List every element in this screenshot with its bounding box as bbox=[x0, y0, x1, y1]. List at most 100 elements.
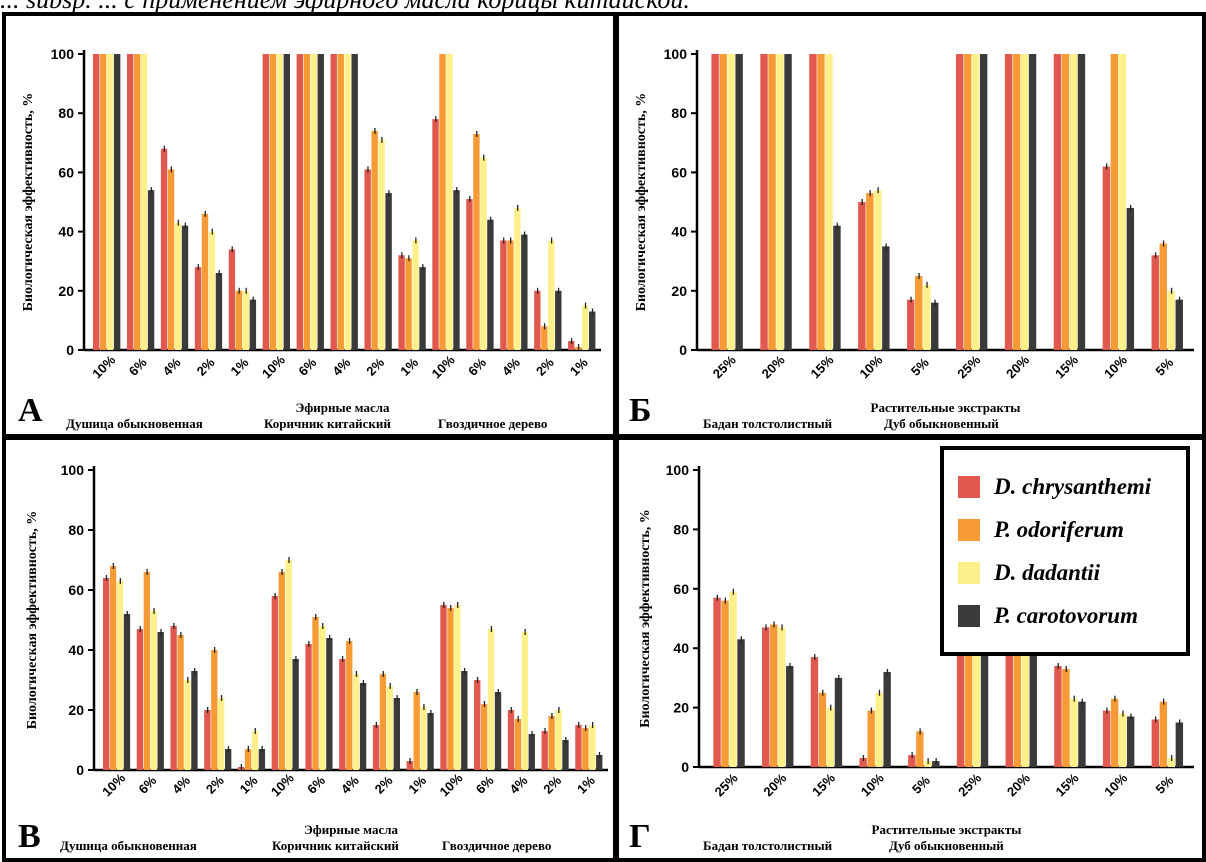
bar-pcarotovorum bbox=[453, 190, 460, 350]
bar-pcarotovorum bbox=[283, 54, 290, 350]
bar-dchrysanthemi bbox=[568, 341, 575, 350]
panel-letter-v: В bbox=[18, 818, 41, 855]
y-axis-label: Биологическая эффективность, % bbox=[25, 511, 40, 730]
bar-podoriferum bbox=[99, 54, 107, 350]
x-tick-label: 5% bbox=[908, 355, 932, 379]
bar-pcarotovorum bbox=[147, 190, 155, 350]
bar-ddadantii bbox=[874, 190, 882, 350]
bar-dchrysanthemi bbox=[103, 578, 110, 770]
bar-podoriferum bbox=[413, 692, 420, 770]
x-tick-label: 6% bbox=[473, 773, 497, 797]
bar-pcarotovorum bbox=[181, 225, 189, 350]
x-tick-label: 4% bbox=[507, 773, 531, 797]
bar-podoriferum bbox=[481, 704, 488, 770]
bar-ddadantii bbox=[242, 290, 250, 350]
x-tick-label: 15% bbox=[808, 352, 837, 381]
x-tick-label: 5% bbox=[909, 773, 933, 797]
x-tick-label: 10% bbox=[437, 770, 466, 799]
bar-pcarotovorum bbox=[123, 614, 131, 770]
bar-ddadantii bbox=[776, 54, 784, 350]
bar-pcarotovorum bbox=[1175, 722, 1184, 767]
y-tick-label: 60 bbox=[673, 581, 689, 597]
bar-pcarotovorum bbox=[1175, 299, 1183, 350]
bar-ddadantii bbox=[589, 725, 596, 770]
bar-podoriferum bbox=[109, 566, 117, 770]
x-tick-label: 1% bbox=[397, 355, 421, 379]
x-tick-label: 6% bbox=[465, 355, 489, 379]
bar-ddadantii bbox=[184, 680, 191, 770]
bar-pcarotovorum bbox=[258, 749, 266, 770]
bar-ddadantii bbox=[319, 626, 326, 770]
bar-ddadantii bbox=[729, 591, 737, 767]
group-label: Бадан толстолистный bbox=[703, 416, 833, 431]
bar-dchrysanthemi bbox=[507, 710, 515, 770]
y-axis-label: Биологическая эффективность, % bbox=[634, 93, 649, 312]
bar-ddadantii bbox=[106, 54, 114, 350]
y-tick-label: 80 bbox=[671, 105, 687, 121]
x-tick-label: 2% bbox=[533, 355, 557, 379]
y-tick-label: 40 bbox=[68, 642, 84, 658]
y-tick-label: 40 bbox=[58, 224, 74, 240]
bar-ddadantii bbox=[446, 54, 453, 350]
bar-dchrysanthemi bbox=[1054, 666, 1062, 767]
x-tick-label: 2% bbox=[203, 773, 227, 797]
bar-dchrysanthemi bbox=[432, 119, 439, 351]
x-tick-label: 10% bbox=[89, 352, 118, 381]
bar-pcarotovorum bbox=[225, 749, 232, 770]
bar-podoriferum bbox=[143, 572, 150, 770]
bar-pcarotovorum bbox=[249, 299, 257, 350]
bar-dchrysanthemi bbox=[339, 659, 346, 770]
bar-ddadantii bbox=[972, 579, 981, 767]
bar-pcarotovorum bbox=[834, 677, 843, 767]
bar-podoriferum bbox=[167, 169, 175, 350]
bar-dchrysanthemi bbox=[534, 290, 541, 350]
bar-dchrysanthemi bbox=[398, 255, 405, 350]
x-tick-label: 5% bbox=[1152, 355, 1176, 379]
figure-frame: 0 20 40 60 80 100 Биологическая эффективность,… bbox=[2, 12, 1206, 862]
bar-podoriferum bbox=[1062, 668, 1070, 767]
bar-dchrysanthemi bbox=[1102, 166, 1111, 350]
bar-ddadantii bbox=[487, 629, 495, 770]
x-axis-label: Эфирные масла bbox=[303, 822, 399, 837]
bar-podoriferum bbox=[867, 710, 875, 767]
bar-dchrysanthemi bbox=[474, 680, 481, 770]
group-label: Гвоздичное дерево bbox=[438, 416, 548, 431]
bar-pcarotovorum bbox=[427, 713, 434, 770]
bar-podoriferum bbox=[514, 719, 522, 770]
bar-dchrysanthemi bbox=[809, 54, 817, 350]
bar-podoriferum bbox=[721, 600, 729, 767]
bar-dchrysanthemi bbox=[711, 54, 719, 350]
bar-pcarotovorum bbox=[521, 234, 528, 350]
bar-podoriferum bbox=[866, 193, 874, 350]
bar-pcarotovorum bbox=[979, 54, 988, 350]
chart-panel-b: 0 20 40 60 80 100 Биологическая эффективность,… bbox=[619, 16, 1202, 434]
bar-ddadantii bbox=[1167, 290, 1175, 350]
bar-podoriferum bbox=[447, 608, 454, 770]
bar-pcarotovorum bbox=[1078, 701, 1086, 767]
bar-podoriferum bbox=[1110, 54, 1119, 350]
bar-pcarotovorum bbox=[359, 683, 367, 770]
chart-b-svg: 0 20 40 60 80 100 Биологическая эффективность,… bbox=[634, 46, 1194, 381]
bar-ddadantii bbox=[582, 305, 589, 350]
bar-pcarotovorum bbox=[737, 639, 745, 767]
bar-podoriferum bbox=[371, 130, 378, 350]
x-tick-label: 10% bbox=[856, 352, 885, 381]
bar-ddadantii bbox=[1069, 54, 1078, 350]
bar-dchrysanthemi bbox=[1102, 710, 1111, 767]
bar-pcarotovorum bbox=[393, 698, 400, 770]
y-axis-label: Биологическая эффективность, % bbox=[638, 509, 653, 728]
chart-panel-a: 0 20 40 60 80 100 Биологическая эффективность,… bbox=[6, 16, 613, 434]
bar-podoriferum bbox=[473, 133, 480, 350]
bar-ddadantii bbox=[521, 632, 528, 770]
bar-pcarotovorum bbox=[931, 302, 939, 350]
bar-pcarotovorum bbox=[589, 311, 596, 350]
bar-ddadantii bbox=[825, 54, 833, 350]
bar-dchrysanthemi bbox=[406, 761, 413, 770]
bar-podoriferum bbox=[269, 54, 277, 350]
bar-dchrysanthemi bbox=[955, 54, 964, 350]
bar-ddadantii bbox=[555, 710, 562, 770]
y-tick-label: 0 bbox=[76, 762, 84, 778]
bar-podoriferum bbox=[915, 276, 923, 350]
bar-dchrysanthemi bbox=[1151, 255, 1159, 350]
x-tick-label: 25% bbox=[955, 770, 984, 799]
